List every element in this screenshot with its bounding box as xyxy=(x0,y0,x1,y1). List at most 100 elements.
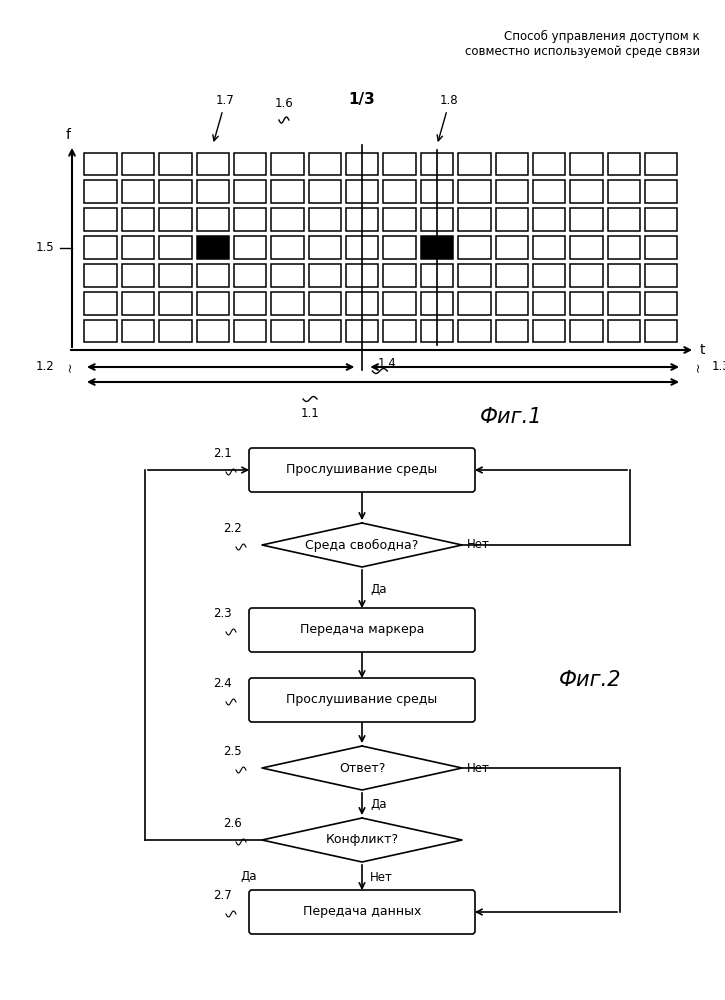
Bar xyxy=(645,236,677,259)
Bar xyxy=(458,264,491,287)
Bar xyxy=(196,292,229,315)
Bar xyxy=(271,264,304,287)
Bar xyxy=(85,292,117,315)
Bar xyxy=(458,292,491,315)
Text: 2.5: 2.5 xyxy=(223,745,242,758)
Bar xyxy=(122,208,154,231)
Text: Нет: Нет xyxy=(467,538,490,552)
Text: 1.5: 1.5 xyxy=(36,241,54,254)
Bar xyxy=(85,208,117,231)
Bar xyxy=(384,264,416,287)
Bar xyxy=(384,292,416,315)
Bar xyxy=(271,152,304,175)
Bar xyxy=(271,236,304,259)
Bar xyxy=(496,236,528,259)
Bar xyxy=(571,236,602,259)
FancyBboxPatch shape xyxy=(249,608,475,652)
Text: Передача данных: Передача данных xyxy=(303,906,421,918)
Bar xyxy=(571,180,602,203)
Bar xyxy=(160,236,191,259)
Bar xyxy=(496,320,528,342)
Text: ~: ~ xyxy=(692,362,705,372)
Text: Прослушивание среды: Прослушивание среды xyxy=(286,694,438,706)
Bar xyxy=(234,180,266,203)
Bar xyxy=(196,264,229,287)
Bar xyxy=(122,320,154,342)
Text: Да: Да xyxy=(370,582,386,595)
Bar xyxy=(384,152,416,175)
Bar xyxy=(160,180,191,203)
Text: Да: Да xyxy=(370,798,386,810)
Text: 2.6: 2.6 xyxy=(223,817,242,830)
Bar xyxy=(122,152,154,175)
Text: Да: Да xyxy=(241,870,257,883)
Text: Среда свободна?: Среда свободна? xyxy=(305,538,418,552)
Text: Фиг.1: Фиг.1 xyxy=(480,407,542,427)
Bar xyxy=(421,152,453,175)
Bar xyxy=(85,152,117,175)
Bar xyxy=(234,236,266,259)
FancyBboxPatch shape xyxy=(249,678,475,722)
Bar xyxy=(309,152,341,175)
Bar xyxy=(196,180,229,203)
Bar xyxy=(608,208,640,231)
Bar xyxy=(533,152,566,175)
Bar xyxy=(496,152,528,175)
Text: 1.4: 1.4 xyxy=(377,357,396,370)
Bar xyxy=(458,208,491,231)
Bar xyxy=(421,292,453,315)
Text: 1.2: 1.2 xyxy=(36,360,54,373)
Bar xyxy=(645,180,677,203)
FancyBboxPatch shape xyxy=(249,448,475,492)
Bar xyxy=(384,208,416,231)
Text: 1.6: 1.6 xyxy=(275,97,293,110)
Bar xyxy=(458,320,491,342)
Text: 1/3: 1/3 xyxy=(349,92,376,107)
Text: Прослушивание среды: Прослушивание среды xyxy=(286,464,438,477)
Text: Фиг.2: Фиг.2 xyxy=(559,670,621,690)
Bar xyxy=(533,208,566,231)
Bar xyxy=(608,236,640,259)
Bar xyxy=(309,236,341,259)
Bar xyxy=(346,264,378,287)
Bar xyxy=(160,152,191,175)
Bar xyxy=(122,180,154,203)
Text: 1.8: 1.8 xyxy=(440,94,458,107)
Text: ~: ~ xyxy=(64,362,77,372)
Bar xyxy=(496,180,528,203)
Bar xyxy=(421,320,453,342)
Bar xyxy=(571,264,602,287)
Bar xyxy=(645,320,677,342)
Text: Нет: Нет xyxy=(467,762,490,774)
Bar xyxy=(160,208,191,231)
Text: 2.7: 2.7 xyxy=(213,889,232,902)
Bar xyxy=(160,264,191,287)
Bar xyxy=(608,180,640,203)
Bar xyxy=(85,264,117,287)
Bar xyxy=(196,236,229,259)
Bar xyxy=(645,152,677,175)
Bar xyxy=(196,152,229,175)
Text: Передача маркера: Передача маркера xyxy=(300,624,424,637)
Bar xyxy=(346,320,378,342)
Bar xyxy=(160,292,191,315)
Bar xyxy=(421,180,453,203)
Bar xyxy=(234,320,266,342)
Bar xyxy=(384,320,416,342)
Bar xyxy=(271,208,304,231)
Bar xyxy=(645,292,677,315)
Text: 2.1: 2.1 xyxy=(213,447,232,460)
Text: Способ управления доступом к
совместно используемой среде связи: Способ управления доступом к совместно и… xyxy=(465,30,700,58)
Bar xyxy=(384,236,416,259)
Bar xyxy=(234,208,266,231)
Bar xyxy=(346,292,378,315)
Bar xyxy=(309,208,341,231)
Bar xyxy=(496,292,528,315)
Bar xyxy=(571,292,602,315)
Bar xyxy=(122,264,154,287)
Bar xyxy=(496,208,528,231)
Bar xyxy=(421,208,453,231)
Bar xyxy=(533,292,566,315)
Bar xyxy=(458,236,491,259)
Bar xyxy=(421,264,453,287)
